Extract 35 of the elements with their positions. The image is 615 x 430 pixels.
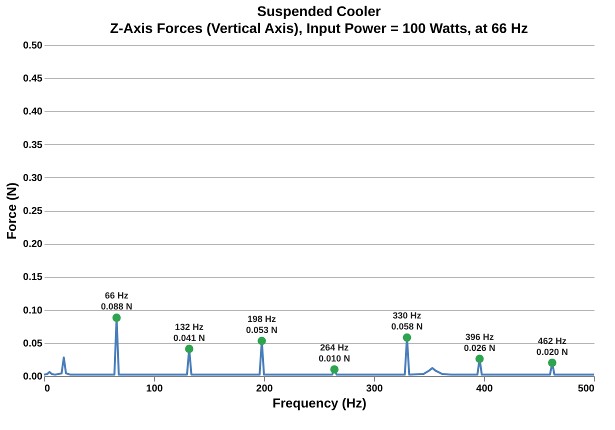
chart-subtitle: Z-Axis Forces (Vertical Axis), Input Power = 100 Watts, at 66 Hz xyxy=(110,20,528,36)
y-axis-title: Force (N) xyxy=(4,182,20,240)
chart-title: Suspended Cooler xyxy=(257,3,382,19)
y-tick-label: 0.05 xyxy=(23,338,43,350)
point xyxy=(258,336,266,346)
y-tick-label: 0.45 xyxy=(23,74,43,85)
point xyxy=(185,344,194,354)
y-tick-label: 0.50 xyxy=(23,40,43,52)
data-label: 396 Hz 0.026 N xyxy=(464,332,496,353)
x-tick-label: 400 xyxy=(476,384,494,394)
y-tick-label: 0.40 xyxy=(23,106,43,118)
y-tick-label: 0.00 xyxy=(23,372,43,382)
data-label: 198 Hz 0.053 N xyxy=(246,314,278,335)
data-label: 264 Hz 0.010 N xyxy=(318,342,350,364)
point xyxy=(402,333,412,342)
point xyxy=(475,354,484,363)
y-tick-label: 0.10 xyxy=(23,305,43,316)
x-tick-label: 100 xyxy=(146,384,164,394)
x-tick-label: 200 xyxy=(256,384,274,394)
x-tick-label: 500 xyxy=(578,384,595,394)
point xyxy=(330,365,339,374)
y-tick-label: 0.35 xyxy=(23,140,43,151)
point xyxy=(112,314,121,322)
x-tick-label: 0 xyxy=(44,384,50,394)
data-label: 66 Hz 0.088 N xyxy=(100,290,132,312)
y-tick-label: 0.25 xyxy=(23,206,43,217)
x-tick-label: 300 xyxy=(366,384,384,394)
y-tick-label: 0.20 xyxy=(23,239,43,250)
point xyxy=(548,358,556,367)
y-tick-label: 0.15 xyxy=(23,272,43,284)
data-label: 132 Hz 0.041 N xyxy=(173,322,205,343)
data-label: 462 Hz 0.020 N xyxy=(536,336,568,357)
data-label: 330 Hz 0.058 N xyxy=(391,310,423,332)
x-axis-title: Frequency (Hz) xyxy=(272,396,366,410)
y-tick-label: 0.30 xyxy=(23,172,43,184)
